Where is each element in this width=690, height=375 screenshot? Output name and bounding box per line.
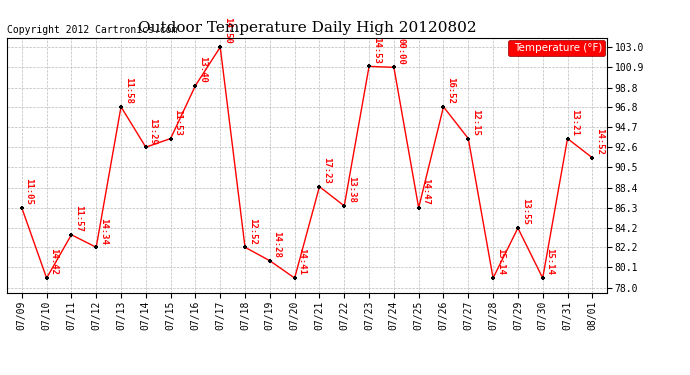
Point <box>239 244 250 250</box>
Point <box>463 135 474 141</box>
Text: 11:53: 11:53 <box>173 109 182 136</box>
Point <box>90 244 101 250</box>
Text: 12:15: 12:15 <box>471 109 480 136</box>
Text: 13:29: 13:29 <box>148 117 157 144</box>
Point <box>538 275 549 281</box>
Text: 11:05: 11:05 <box>25 178 34 205</box>
Text: 17:23: 17:23 <box>322 157 331 184</box>
Point <box>513 225 524 231</box>
Point <box>17 205 28 211</box>
Point <box>488 275 499 281</box>
Text: 14:41: 14:41 <box>297 248 306 275</box>
Text: 13:40: 13:40 <box>198 56 207 83</box>
Point <box>413 205 424 211</box>
Point <box>190 82 201 88</box>
Point <box>388 64 400 70</box>
Text: Copyright 2012 Cartronics.com: Copyright 2012 Cartronics.com <box>7 25 177 35</box>
Point <box>364 63 375 69</box>
Legend: Temperature (°F): Temperature (°F) <box>509 40 605 56</box>
Point <box>264 258 275 264</box>
Point <box>314 184 325 190</box>
Text: 15:14: 15:14 <box>496 248 505 275</box>
Text: 15:14: 15:14 <box>546 248 555 275</box>
Point <box>586 155 598 161</box>
Text: 13:55: 13:55 <box>521 198 530 225</box>
Point <box>115 104 126 110</box>
Text: 12:52: 12:52 <box>248 217 257 244</box>
Text: 13:21: 13:21 <box>571 109 580 136</box>
Point <box>289 275 300 281</box>
Point <box>140 144 151 150</box>
Point <box>215 44 226 50</box>
Text: 14:53: 14:53 <box>372 37 381 64</box>
Text: 14:52: 14:52 <box>595 128 604 155</box>
Point <box>438 104 449 110</box>
Text: 14:34: 14:34 <box>99 217 108 244</box>
Point <box>41 275 52 281</box>
Text: 14:50: 14:50 <box>223 18 232 44</box>
Text: 14:28: 14:28 <box>273 231 282 258</box>
Text: 13:38: 13:38 <box>347 176 356 203</box>
Title: Outdoor Temperature Daily High 20120802: Outdoor Temperature Daily High 20120802 <box>138 21 476 35</box>
Text: 00:00: 00:00 <box>397 38 406 64</box>
Point <box>339 203 350 209</box>
Text: 11:58: 11:58 <box>124 77 132 104</box>
Point <box>562 135 573 141</box>
Text: 14:42: 14:42 <box>50 248 59 275</box>
Text: 14:47: 14:47 <box>422 178 431 205</box>
Text: 11:57: 11:57 <box>74 205 83 232</box>
Point <box>165 135 176 141</box>
Point <box>66 232 77 238</box>
Text: 16:52: 16:52 <box>446 77 455 104</box>
